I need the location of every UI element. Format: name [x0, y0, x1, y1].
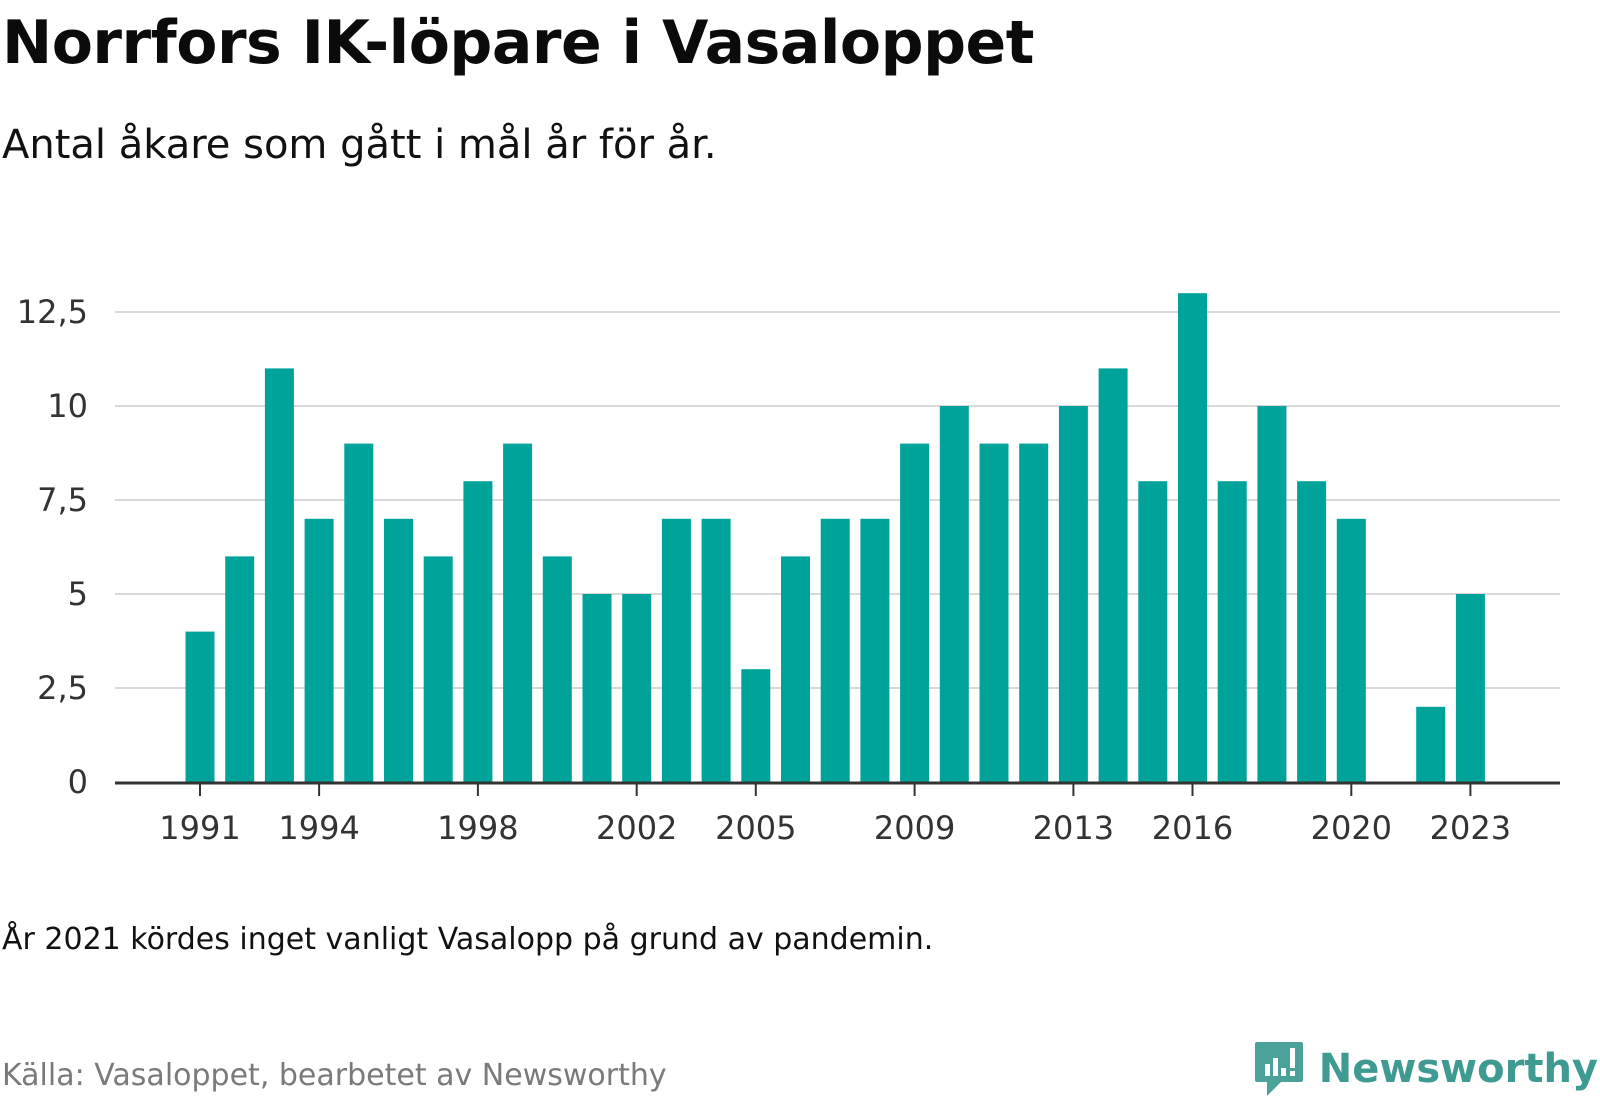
bar-chart: 1991 1994 1998 2002 2005 2009 2013 2016 2020 2023… [17, 293, 1560, 847]
bar-2001 [582, 594, 612, 782]
y-tick-label: 12,5 [17, 293, 88, 331]
bar-1997 [423, 556, 453, 782]
y-tick-label: 5 [68, 575, 88, 613]
bar-2009 [900, 443, 930, 782]
x-tick-label: 1998 [437, 809, 518, 847]
bar-2013 [1058, 406, 1088, 782]
bar-1991 [185, 631, 215, 782]
y-tick-label: 10 [47, 387, 88, 425]
chart-subtitle: Antal åkare som gått i mål år för år. [2, 122, 717, 168]
bar-2003 [661, 518, 691, 782]
y-tick-label: 7,5 [37, 481, 88, 519]
x-tick-label: 2013 [1033, 809, 1114, 847]
bars [185, 293, 1485, 782]
bar-2017 [1217, 481, 1247, 782]
bar-2019 [1297, 481, 1327, 782]
bar-2006 [781, 556, 810, 782]
bar-2018 [1257, 406, 1287, 782]
x-tick-label: 2005 [715, 809, 796, 847]
x-ticks: 1991 1994 1998 2002 2005 2009 2013 2016 2020 2023 [159, 784, 1511, 847]
x-tick-label: 2020 [1311, 809, 1392, 847]
bar-1999 [503, 443, 533, 782]
source-note: Källa: Vasaloppet, bearbetet av Newswort… [2, 1058, 667, 1093]
bar-2002 [622, 594, 652, 782]
chart-title: Norrfors IK-löpare i Vasaloppet [2, 8, 1034, 78]
newsworthy-logo-icon [1254, 1042, 1303, 1096]
bar-2010 [939, 406, 969, 782]
y-tick-labels: 0 2,5 5 7,5 10 12,5 [17, 293, 88, 801]
bar-1998 [463, 481, 493, 782]
x-tick-label: 2009 [874, 809, 955, 847]
bar-2012 [1019, 443, 1049, 782]
bar-1994 [304, 518, 334, 782]
footnote: År 2021 kördes inget vanligt Vasalopp på… [2, 922, 934, 957]
bar-1992 [225, 556, 255, 782]
bar-2005 [741, 669, 771, 782]
x-tick-label: 1991 [159, 809, 240, 847]
brand-name: Newsworthy [1318, 1046, 1598, 1092]
bar-2023 [1455, 594, 1485, 782]
bar-2000 [542, 556, 572, 782]
x-tick-label: 1994 [278, 809, 359, 847]
x-tick-label: 2016 [1152, 809, 1233, 847]
x-tick-label: 2023 [1430, 809, 1511, 847]
bar-2008 [860, 518, 890, 782]
bar-2016 [1178, 293, 1207, 782]
bar-2007 [820, 518, 850, 782]
bar-1995 [344, 443, 374, 782]
y-tick-label: 0 [68, 763, 88, 801]
x-tick-label: 2002 [596, 809, 677, 847]
bar-2020 [1336, 518, 1366, 782]
bar-1993 [264, 368, 294, 782]
bar-2022 [1416, 706, 1446, 782]
bar-2004 [701, 518, 731, 782]
bar-2011 [979, 443, 1009, 782]
brand-logo: Newsworthy [1253, 1040, 1598, 1098]
y-tick-label: 2,5 [37, 669, 88, 707]
bar-2015 [1138, 481, 1168, 782]
bar-2014 [1098, 368, 1128, 782]
bar-1996 [384, 518, 413, 782]
